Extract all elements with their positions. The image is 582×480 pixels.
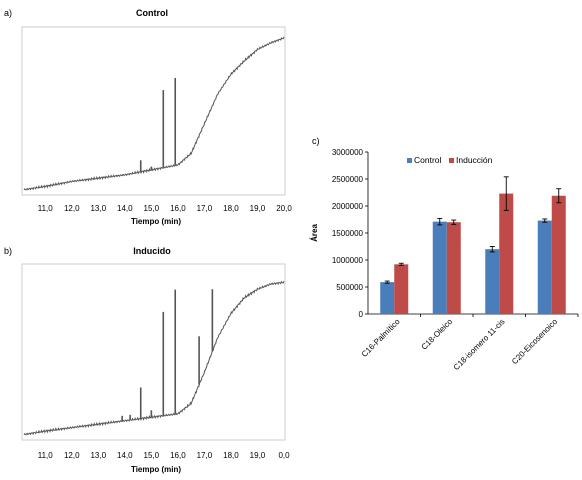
x-tick-label: 12,0	[64, 451, 80, 460]
y-tick-label: 3000000	[332, 148, 364, 157]
category-label: C18-isomero 11-cis	[452, 317, 507, 372]
x-tick-label: 12,0	[64, 204, 80, 213]
y-tick-label: 2000000	[332, 202, 364, 211]
panel-a: a) Control 11,0 12,0 13,0 14,0 15,0 16,0 17,0 1…	[4, 8, 292, 226]
panel-a-title: Control	[136, 8, 168, 18]
x-tick-label: 14,0	[117, 451, 133, 460]
chromatogram-baseline	[23, 280, 285, 436]
bar	[446, 222, 461, 314]
bar	[551, 195, 566, 314]
x-tick-label: 18,0	[223, 451, 239, 460]
panel-b: b) Inducido 11,0 12,0 13,0 14,0 15,0 16,0 17,0…	[4, 246, 290, 474]
bar	[432, 221, 447, 314]
x-tick-label: 15,0	[144, 204, 160, 213]
x-tick-label: 11,0	[38, 204, 54, 213]
y-tick-label: 1500000	[332, 229, 364, 238]
y-tick-label: 1000000	[332, 256, 364, 265]
legend-swatch	[449, 158, 454, 163]
x-tick-label: 16,0	[170, 204, 186, 213]
panel-b-letter: b)	[4, 246, 12, 256]
bar	[499, 193, 514, 314]
panel-b-x-axis-label: Tiempo (min)	[131, 465, 181, 474]
panel-a-x-axis-label: Tiempo (min)	[131, 217, 181, 226]
bar	[394, 264, 409, 314]
legend-label: Control	[414, 155, 442, 165]
y-tick-label: 500000	[336, 283, 363, 292]
bar	[537, 220, 552, 314]
x-tick-label: 20,0	[276, 204, 292, 213]
x-tick-label: 15,0	[144, 451, 160, 460]
y-tick-label: 0	[359, 310, 364, 319]
panel-a-x-ticks: 11,0 12,0 13,0 14,0 15,0 16,0 17,0 18,0 19,0 20,0	[38, 204, 293, 213]
panel-c-y-axis-label: Área	[310, 224, 319, 242]
category-label: C20-Eicosenoico	[510, 317, 560, 367]
category-label: C18-Oleico	[420, 317, 455, 352]
panel-b-frame	[21, 263, 286, 441]
category-label: C16-Palmítico	[360, 317, 402, 359]
x-tick-label: 11,0	[38, 451, 54, 460]
legend-label: Inducción	[456, 155, 493, 165]
legend-swatch	[407, 158, 412, 163]
x-tick-label: 16,0	[170, 451, 186, 460]
panel-a-frame	[21, 26, 286, 196]
panel-a-trace	[23, 36, 285, 191]
x-tick-label: 13,0	[90, 451, 106, 460]
x-tick-label: 18,0	[223, 204, 239, 213]
panel-c-bars	[380, 176, 566, 314]
panel-c-legend: Control Inducción	[407, 155, 493, 165]
x-tick-label: 13,0	[90, 204, 106, 213]
bar	[380, 282, 395, 314]
panel-c: c) Área 0 500000 1000000 1500000 2000000 2500…	[310, 136, 579, 372]
x-tick-label: 0,0	[278, 451, 290, 460]
x-tick-label: 19,0	[250, 204, 266, 213]
x-tick-label: 17,0	[197, 204, 213, 213]
chromatogram-baseline	[23, 36, 285, 191]
panel-a-letter: a)	[4, 8, 12, 18]
x-tick-label: 14,0	[117, 204, 133, 213]
x-tick-label: 17,0	[197, 451, 213, 460]
y-tick-label: 2500000	[332, 175, 364, 184]
bar	[485, 249, 500, 314]
x-tick-label: 19,0	[250, 451, 266, 460]
panel-b-trace	[23, 280, 285, 436]
panel-c-letter: c)	[312, 136, 320, 146]
panel-b-x-ticks: 11,0 12,0 13,0 14,0 15,0 16,0 17,0 18,0 19,0 0,0	[38, 451, 290, 460]
panel-b-title: Inducido	[133, 246, 171, 256]
